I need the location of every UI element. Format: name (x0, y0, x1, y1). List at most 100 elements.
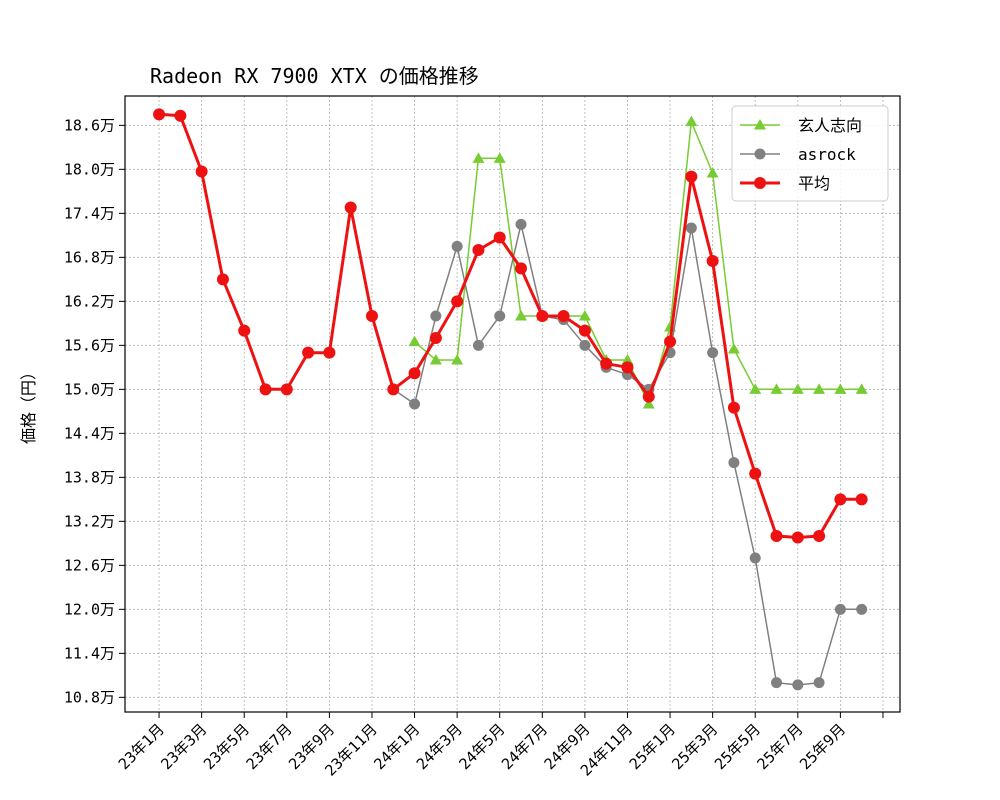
data-point (515, 262, 528, 275)
data-point (493, 152, 506, 163)
data-point (408, 367, 421, 380)
y-tick-label: 11.4万 (64, 644, 115, 662)
data-point (813, 530, 826, 542)
legend-label: 平均 (798, 174, 830, 193)
y-tick-label: 10.8万 (64, 688, 115, 706)
data-point (685, 222, 697, 234)
y-tick-label: 16.8万 (64, 248, 115, 266)
y-axis: 10.8万 11.4万 12.0万 12.6万 13.2万 13.8万 14.4万 15.0万… (64, 116, 125, 706)
data-point (834, 603, 846, 615)
y-tick-label: 15.6万 (64, 336, 115, 354)
data-point (451, 240, 463, 252)
y-tick-label: 13.8万 (64, 468, 115, 486)
data-point (664, 335, 677, 348)
data-point (727, 343, 740, 354)
data-point (791, 383, 804, 394)
legend-marker (754, 119, 766, 130)
data-point (259, 383, 272, 396)
data-point (727, 401, 740, 414)
data-point (195, 165, 208, 178)
y-tick-label: 13.2万 (64, 512, 115, 530)
legend-marker (754, 148, 766, 160)
data-point (429, 354, 442, 365)
legend-label: asrock (798, 145, 856, 164)
data-point (387, 383, 400, 396)
data-point (621, 361, 634, 374)
data-point (216, 273, 229, 286)
y-axis-label: 価格（円） (19, 364, 38, 444)
series-line (158, 112, 862, 539)
y-tick-label: 15.0万 (64, 380, 115, 398)
data-point (153, 108, 166, 121)
data-point (707, 347, 719, 359)
legend-marker (754, 177, 766, 189)
data-point (451, 354, 464, 365)
data-point (365, 310, 378, 322)
data-point (536, 310, 549, 322)
data-point (302, 346, 315, 359)
series-average (153, 108, 868, 544)
data-point (749, 467, 762, 480)
y-tick-label: 12.6万 (64, 556, 115, 574)
data-point (472, 152, 485, 163)
data-point (813, 677, 825, 689)
data-point (855, 493, 868, 506)
data-point (515, 310, 528, 321)
data-point (579, 339, 591, 351)
data-point (685, 170, 698, 183)
data-point (706, 167, 719, 178)
data-point (749, 552, 761, 564)
data-point (621, 354, 634, 365)
y-tick-label: 18.0万 (64, 160, 115, 178)
data-point (770, 383, 783, 394)
data-point (494, 310, 506, 322)
data-point (344, 201, 357, 214)
y-tick-label: 12.0万 (64, 600, 115, 618)
y-tick-label: 16.2万 (64, 292, 115, 310)
data-point (642, 398, 655, 409)
data-point (791, 531, 804, 544)
data-point (280, 383, 293, 396)
data-point (472, 244, 485, 256)
data-point (813, 383, 826, 394)
data-point (834, 383, 847, 394)
data-point (792, 679, 804, 691)
data-point (493, 231, 506, 244)
data-point (557, 310, 570, 322)
data-point (856, 603, 868, 615)
data-point (685, 115, 698, 127)
plot-frame (124, 95, 901, 713)
legend-box (731, 105, 889, 202)
data-point (770, 530, 783, 542)
legend: 玄人志向 asrock 平均 (731, 105, 889, 202)
data-point (323, 346, 336, 359)
legend-label: 玄人志向 (798, 116, 862, 135)
grid (125, 96, 900, 712)
data-point (174, 109, 187, 122)
data-point (749, 383, 762, 394)
data-point (430, 310, 442, 322)
data-point (429, 332, 442, 344)
y-tick-label: 17.4万 (64, 204, 115, 222)
data-point (706, 255, 719, 267)
series-layer (153, 108, 868, 691)
data-point (238, 324, 251, 337)
data-point (728, 457, 740, 469)
data-point (578, 324, 591, 337)
data-point (855, 383, 868, 394)
data-point (408, 335, 421, 347)
y-tick-label: 18.6万 (64, 116, 115, 134)
data-point (409, 398, 421, 410)
data-point (451, 295, 464, 308)
y-tick-label: 14.4万 (64, 424, 115, 442)
chart-title: Radeon RX 7900 XTX の価格推移 (150, 64, 479, 88)
data-point (472, 339, 484, 351)
data-point (834, 493, 847, 506)
data-point (600, 357, 613, 370)
data-point (771, 677, 783, 689)
data-point (642, 390, 655, 403)
data-point (578, 310, 591, 321)
data-point (515, 218, 527, 230)
series-asrock (387, 218, 868, 691)
